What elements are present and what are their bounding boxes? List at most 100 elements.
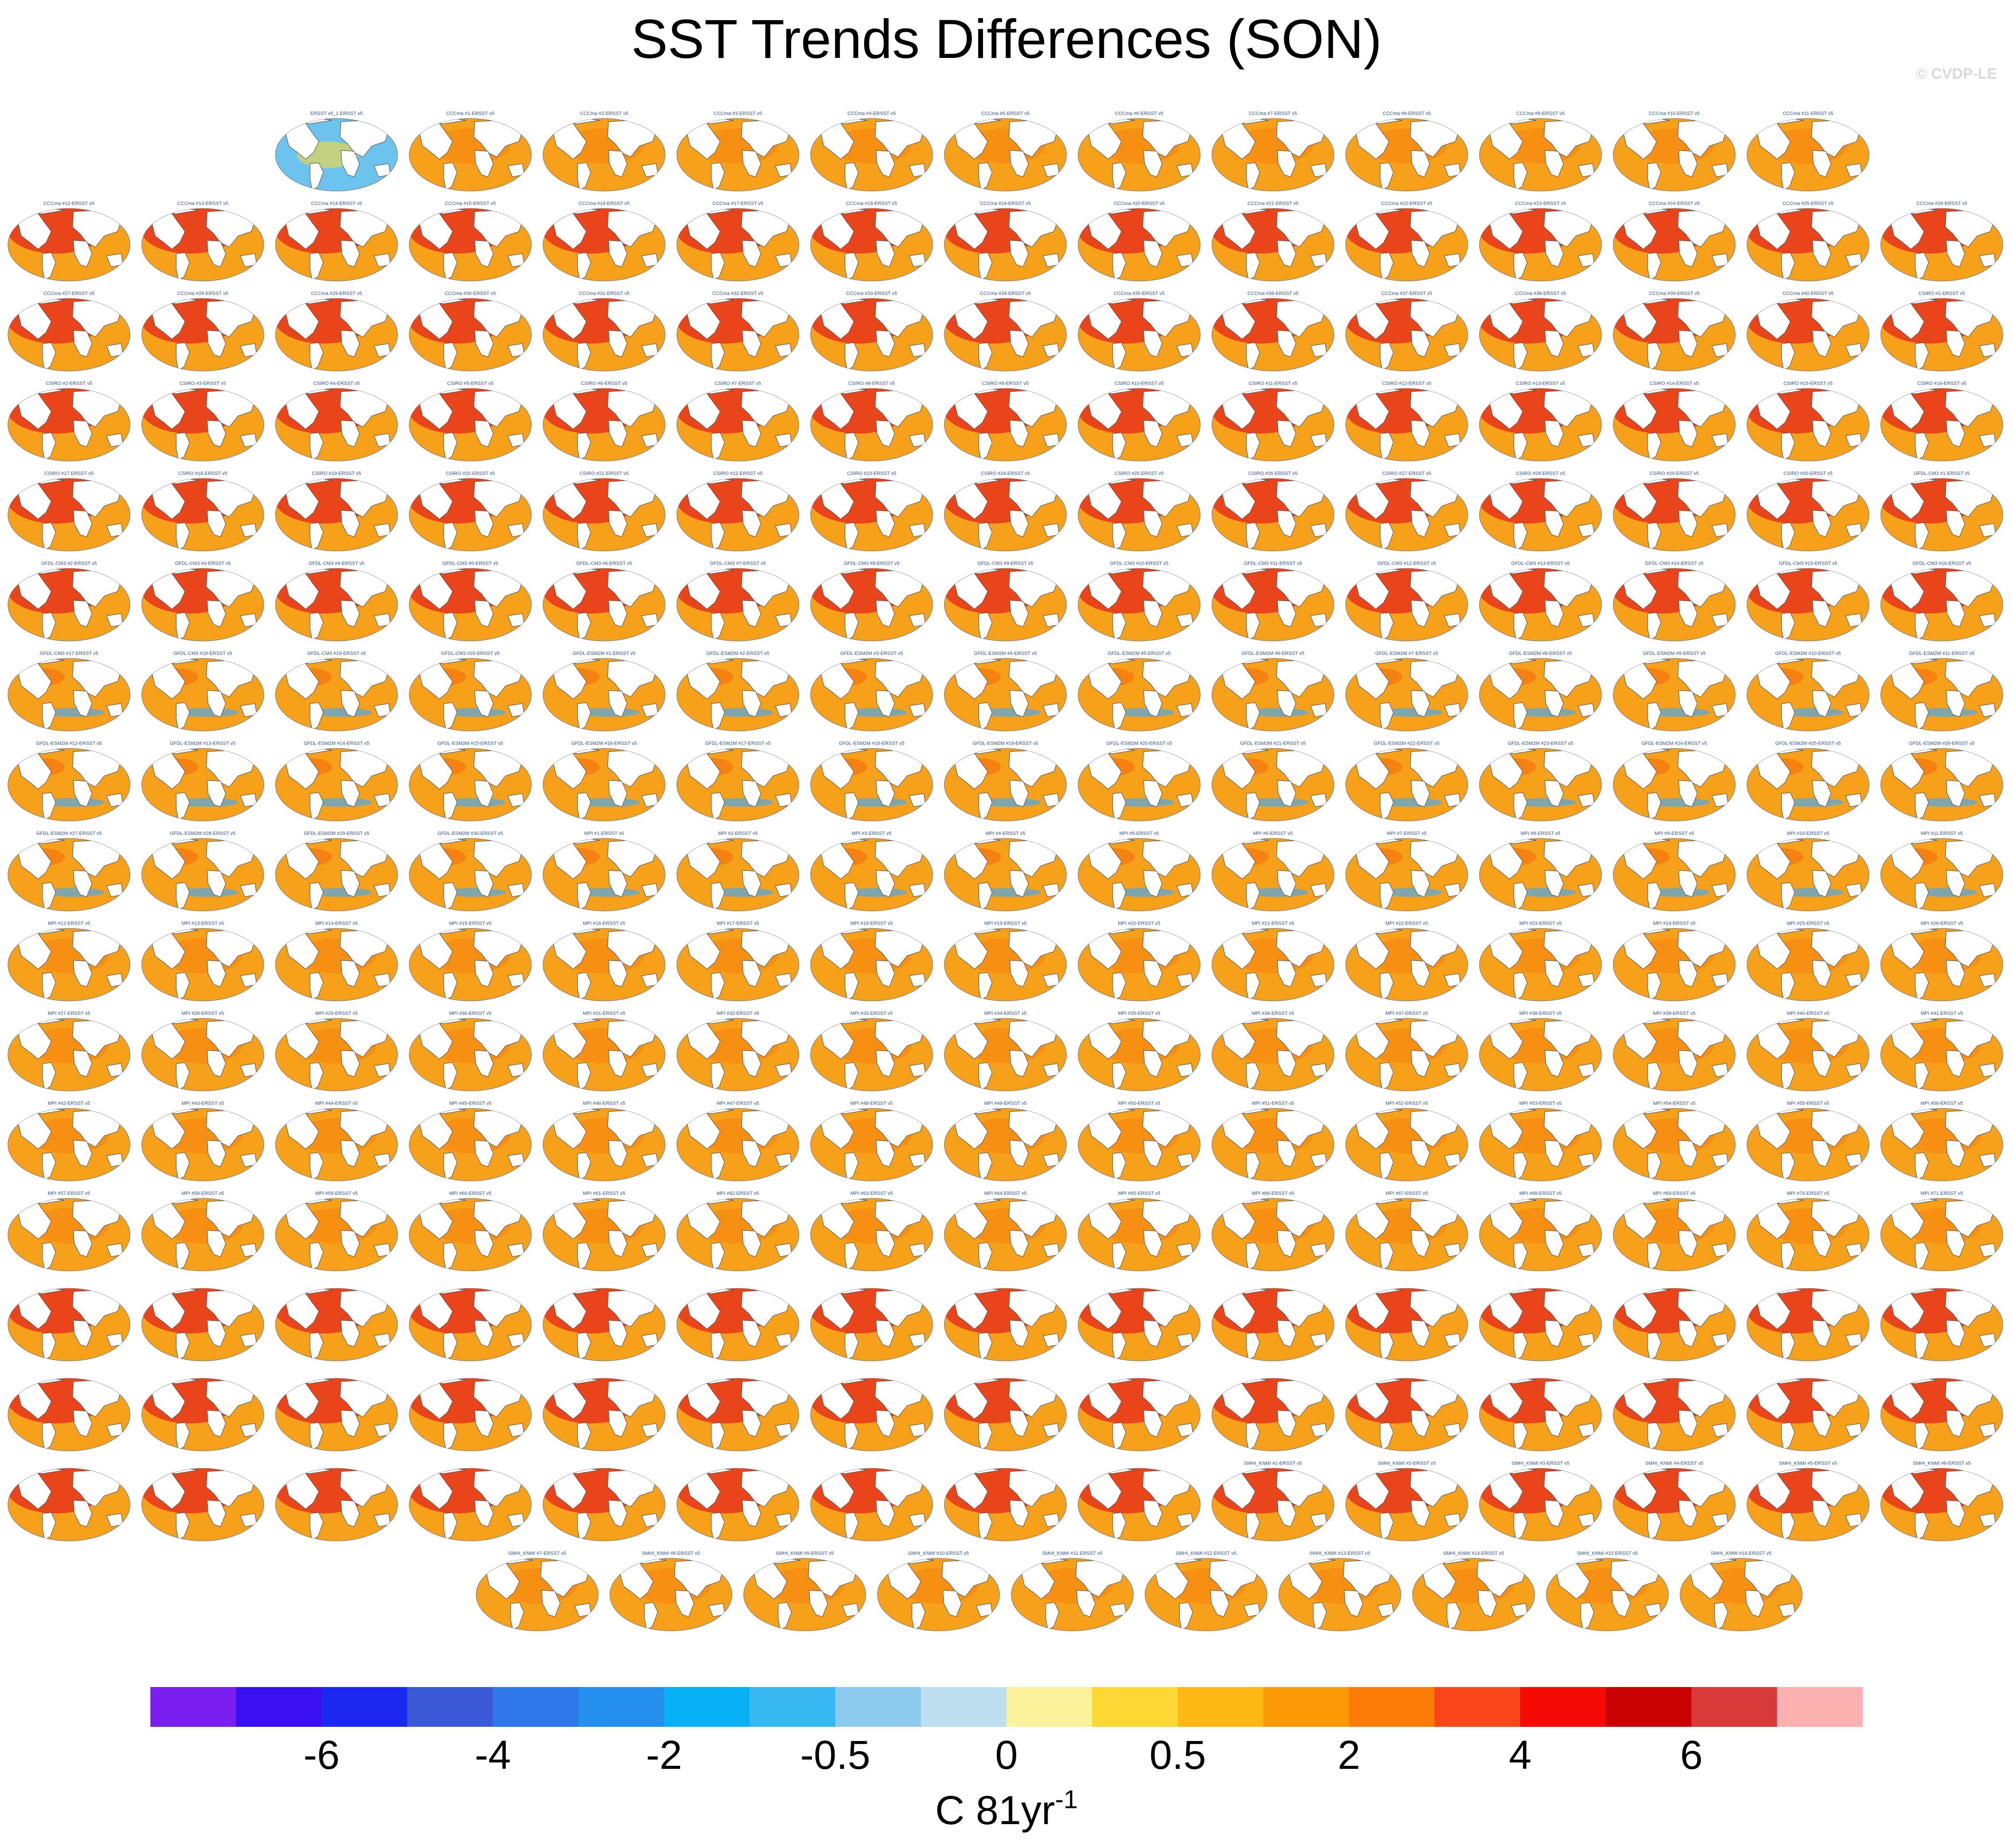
map-panel: GFDL-ESM2M #17-ERSST v5 [676, 741, 800, 822]
colorbar-box [1092, 1687, 1178, 1727]
panel-label: MPI #54-ERSST v5 [1653, 1101, 1695, 1106]
panel-label: CSIRO #11-ERSST v5 [1248, 381, 1297, 386]
panel-label: CCCma #2-ERSST v5 [580, 111, 628, 116]
panel-label: MPI #5-ERSST v5 [1119, 831, 1159, 836]
panel-label: CSIRO #12-ERSST v5 [1382, 381, 1431, 386]
panel-label: CCCma #28-ERSST v5 [177, 291, 228, 296]
panel-label: MPI #63-ERSST v5 [850, 1191, 893, 1196]
panel-label: MPI #10-ERSST v5 [1787, 831, 1829, 836]
map-panel: GFDL-CM3 #17-ERSST v5 [8, 651, 130, 731]
panel-label: MPI #41-ERSST v5 [1921, 1011, 1963, 1016]
map-panel: GFDL-CM3 #19-ERSST v5 [275, 651, 398, 731]
panel-label: CCCma #14-ERSST v5 [311, 201, 362, 207]
colorbar-unit-label: C 81yr-1 [935, 1785, 1078, 1833]
map-panel: MPI #5-ERSST v5 [1078, 831, 1201, 911]
panel-label: MPI #33-ERSST v5 [850, 1011, 893, 1016]
colorbar-tick-label: 0.5 [1149, 1733, 1206, 1778]
map-panel: GFDL-ESM2M #7-ERSST v5 [1345, 651, 1468, 731]
panel-label: GFDL-CM3 #13-ERSST v5 [1511, 561, 1569, 566]
panel-label: GFDL-ESM2M #1-ERSST v5 [573, 651, 635, 656]
map-panel: CCCma #32-ERSST v5 [676, 291, 800, 371]
panel-label: MPI #13-ERSST v5 [182, 921, 224, 926]
map-panel [1211, 1288, 1335, 1362]
map-panel [1613, 1288, 1736, 1362]
panel-label: CSIRO #28-ERSST v5 [1516, 471, 1565, 476]
panel-label: GFDL-CM3 #7-ERSST v5 [710, 561, 765, 566]
panel-label: MPI #57-ERSST v5 [48, 1191, 90, 1196]
map-panel: SMHI_KNMI #15-ERSST v5 [1546, 1551, 1669, 1631]
colorbar-box [1349, 1687, 1435, 1727]
panel-label: GFDL-CM3 #3-ERSST v5 [175, 561, 230, 566]
panel-label: CSIRO #8-ERSST v5 [849, 381, 895, 386]
map-panel: MPI #54-ERSST v5 [1613, 1101, 1736, 1182]
panel-label: CSIRO #2-ERSST v5 [46, 381, 92, 386]
map-panel: CSIRO #7-ERSST v5 [676, 381, 800, 462]
map-panel: CSIRO #2-ERSST v5 [8, 381, 130, 462]
panel-label: SMHI_KNMI #14-ERSST v5 [1443, 1551, 1504, 1556]
map-panel: CSIRO #21-ERSST v5 [543, 471, 666, 551]
panel-label: CCCma #37-ERSST v5 [1381, 291, 1432, 296]
panel-label: GFDL-ESM2M #15-ERSST v5 [437, 741, 503, 746]
panel-label: GFDL-ESM2M #6-ERSST v5 [1241, 651, 1304, 656]
map-panel: MPI #15-ERSST v5 [409, 921, 532, 1002]
map-panel: CSIRO #11-ERSST v5 [1211, 381, 1335, 462]
panel-label: GFDL-ESM2M #24-ERSST v5 [1642, 741, 1707, 746]
map-panel [275, 1378, 398, 1451]
panel-label: GFDL-ESM2M #4-ERSST v5 [974, 651, 1037, 656]
map-panel: SMHI_KNMI #16-ERSST v5 [1680, 1551, 1803, 1631]
map-panel: CSIRO #9-ERSST v5 [944, 381, 1067, 462]
map-panel: CCCma #22-ERSST v5 [1345, 201, 1468, 282]
panel-label: CSIRO #29-ERSST v5 [1649, 471, 1699, 476]
panel-label: CSIRO #20-ERSST v5 [446, 471, 495, 476]
panel-label: GFDL-ESM2M #29-ERSST v5 [304, 831, 369, 836]
map-panel: MPI #70-ERSST v5 [1746, 1191, 1870, 1271]
map-panel: GFDL-CM3 #5-ERSST v5 [409, 561, 532, 642]
map-panel: GFDL-CM3 #16-ERSST v5 [1880, 561, 2003, 642]
panel-label: CCCma #39-ERSST v5 [1649, 291, 1699, 296]
map-panel: GFDL-ESM2M #16-ERSST v5 [543, 741, 666, 822]
panel-label: MPI #60-ERSST v5 [449, 1191, 492, 1196]
panel-label: MPI #12-ERSST v5 [48, 921, 90, 926]
map-panel: SMHI_KNMI #9-ERSST v5 [743, 1551, 866, 1631]
map-panel: GFDL-ESM2M #6-ERSST v5 [1211, 651, 1335, 731]
map-panel: GFDL-CM3 #10-ERSST v5 [1078, 561, 1201, 642]
colorbar-box [1006, 1687, 1093, 1727]
map-panel: CCCma #18-ERSST v5 [810, 201, 933, 282]
map-panel: GFDL-ESM2M #25-ERSST v5 [1746, 741, 1870, 822]
panel-label: CCCma #38-ERSST v5 [1515, 291, 1566, 296]
map-panel [1613, 1378, 1736, 1451]
panel-label: CCCma #26-ERSST v5 [1916, 201, 1967, 207]
panel-label: CSIRO #14-ERSST v5 [1649, 381, 1699, 386]
map-panel: CSIRO #24-ERSST v5 [944, 471, 1067, 551]
panel-label: CSIRO #7-ERSST v5 [715, 381, 761, 386]
map-panel: GFDL-ESM2M #28-ERSST v5 [141, 831, 264, 911]
panel-label: MPI #21-ERSST v5 [1252, 921, 1294, 926]
map-panel [944, 1288, 1067, 1362]
panel-label: CCCma #1-ERSST v5 [446, 111, 494, 116]
map-panel: GFDL-CM3 #6-ERSST v5 [543, 561, 666, 642]
panel-label: SMHI_KNMI #9-ERSST v5 [776, 1551, 834, 1556]
panel-label: CSIRO #10-ERSST v5 [1114, 381, 1163, 386]
map-panel: CSIRO #8-ERSST v5 [810, 381, 933, 462]
map-panel: ERSST v5_1-ERSST v5 [275, 111, 398, 191]
panel-label: MPI #29-ERSST v5 [315, 1011, 358, 1016]
map-panel [1479, 1288, 1602, 1362]
map-panel: MPI #23-ERSST v5 [1479, 921, 1602, 1002]
panel-label: MPI #30-ERSST v5 [449, 1011, 492, 1016]
colorbar-box [1263, 1687, 1349, 1727]
map-panel: MPI #44-ERSST v5 [275, 1101, 398, 1182]
map-panel: MPI #14-ERSST v5 [275, 921, 398, 1002]
panel-label: GFDL-CM3 #18-ERSST v5 [173, 651, 232, 656]
map-panel: MPI #8-ERSST v5 [1479, 831, 1602, 911]
panel-label: CSIRO #1-ERSST v5 [1919, 291, 1965, 296]
map-panel: MPI #56-ERSST v5 [1880, 1101, 2003, 1182]
map-panel: GFDL-ESM2M #19-ERSST v5 [944, 741, 1067, 822]
map-panel: MPI #3-ERSST v5 [810, 831, 933, 911]
panel-label: CCCma #25-ERSST v5 [1783, 201, 1833, 207]
figure-title: SST Trends Differences (SON) [631, 9, 1382, 70]
map-panel: CSIRO #30-ERSST v5 [1746, 471, 1870, 551]
panel-label: GFDL-ESM2M #8-ERSST v5 [1509, 651, 1572, 656]
map-panel: MPI #32-ERSST v5 [676, 1011, 800, 1091]
panel-label: GFDL-CM3 #4-ERSST v5 [309, 561, 364, 566]
map-panel: CSIRO #23-ERSST v5 [810, 471, 933, 551]
